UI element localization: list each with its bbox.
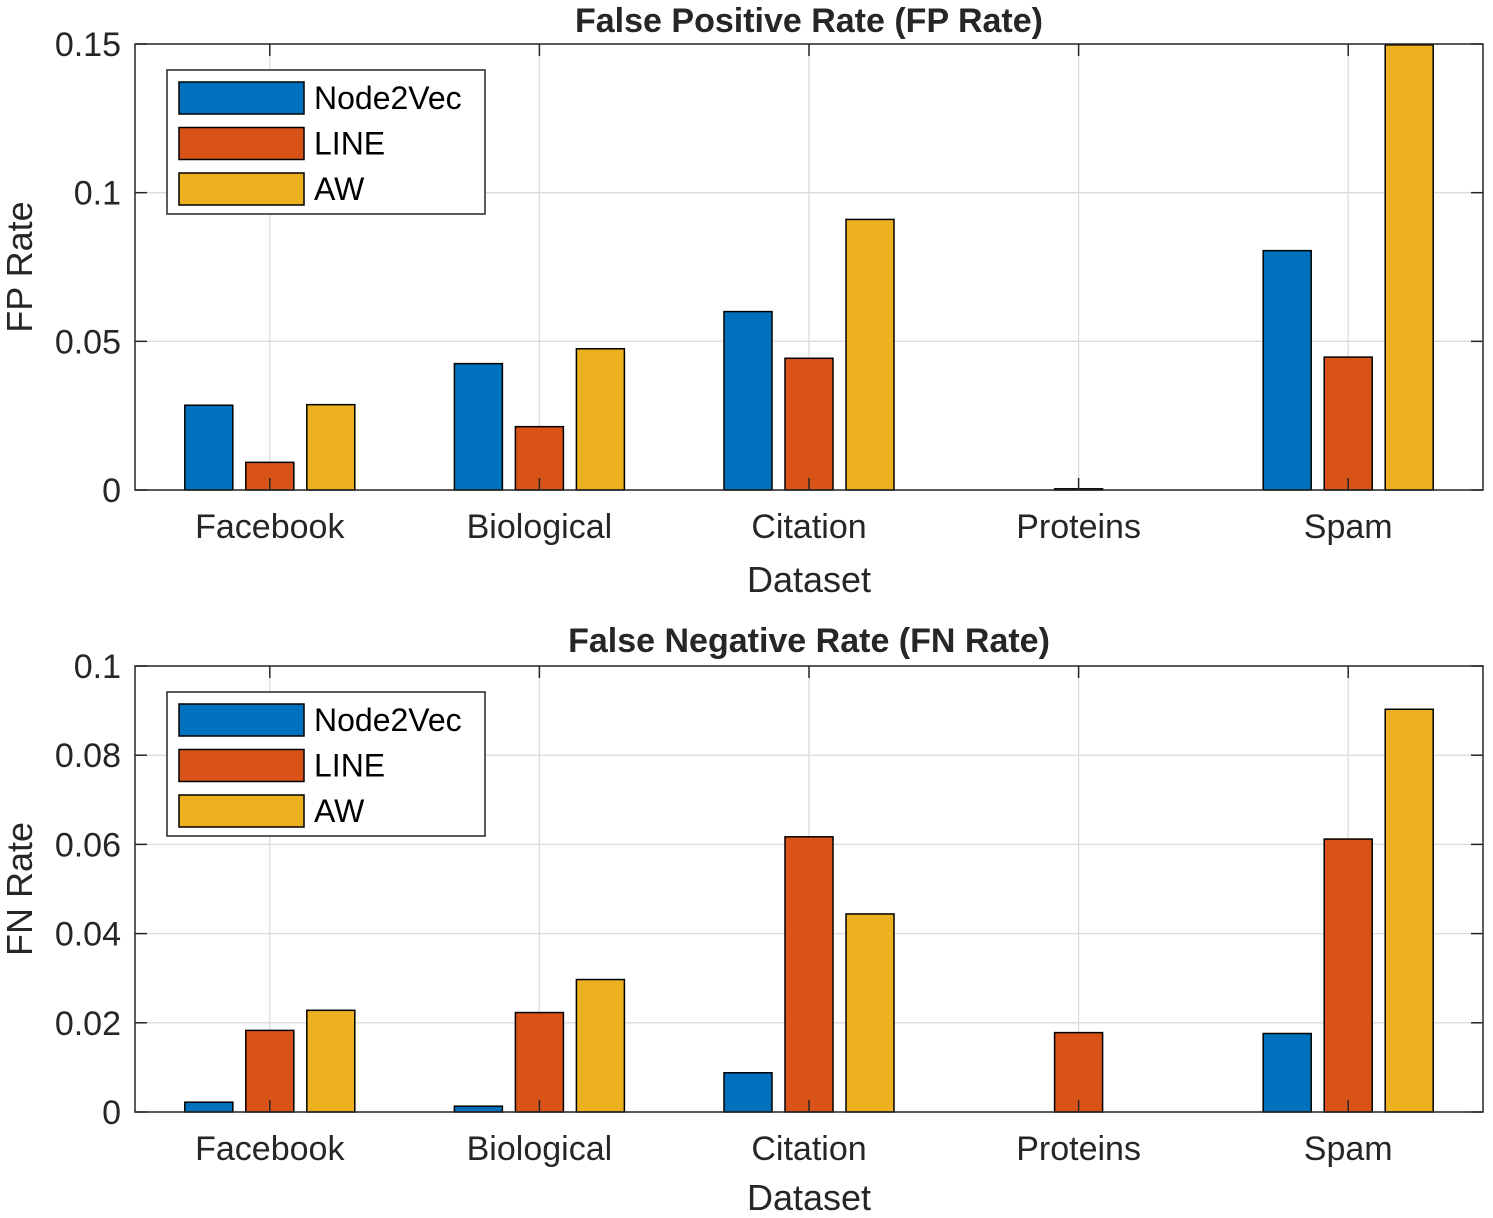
chart-title: False Positive Rate (FP Rate)	[575, 2, 1043, 40]
bar-line-biological	[514, 1011, 565, 1113]
y-tick-label: 0.02	[55, 1005, 121, 1043]
y-axis-label: FN Rate	[0, 822, 40, 956]
legend-label-node2vec: Node2Vec	[314, 702, 462, 738]
fn-rate-chart: 0 0.02 0.04 0.06 0.08 0.1 Facebook Biological Ci…	[0, 622, 1484, 1218]
legend-swatch-line	[178, 748, 305, 783]
y-axis-label: FP Rate	[0, 201, 40, 332]
bar-node2vec-biological	[453, 1105, 504, 1113]
legend-swatch-line	[178, 126, 305, 161]
bar-node2vec-citation	[723, 310, 773, 491]
bar-node2vec-facebook	[184, 404, 234, 491]
bar-node2vec-biological	[453, 362, 504, 491]
x-tick-label: Proteins	[1016, 1130, 1141, 1168]
fp-rate-chart: 0 0.05 0.1 0.15 Facebook Biological Citation Pr…	[0, 2, 1484, 600]
x-tick-label: Facebook	[195, 1130, 345, 1168]
bar-node2vec-spam	[1262, 1032, 1312, 1113]
bar-aw-biological	[575, 348, 626, 491]
bar-aw-facebook	[306, 1009, 356, 1113]
bar-aw-spam	[1384, 708, 1434, 1113]
bar-line-facebook	[245, 1029, 295, 1113]
x-tick-label: Spam	[1304, 1130, 1393, 1168]
legend-label-line: LINE	[314, 126, 385, 162]
legend-swatch-aw	[178, 794, 305, 828]
y-tick-label: 0.06	[55, 826, 121, 864]
x-tick-label: Proteins	[1016, 508, 1141, 546]
chart-title: False Negative Rate (FN Rate)	[568, 622, 1050, 660]
x-tick-label: Biological	[467, 508, 613, 546]
legend-swatch-node2vec	[178, 703, 305, 737]
legend-label-line: LINE	[314, 748, 385, 784]
bar-aw-citation	[845, 218, 895, 491]
bar-aw-biological	[575, 978, 626, 1113]
x-tick-label: Spam	[1304, 508, 1393, 546]
x-tick-label: Citation	[751, 1130, 866, 1168]
x-tick-label: Citation	[751, 508, 866, 546]
bar-line-spam	[1323, 356, 1373, 491]
y-tick-label: 0.15	[55, 26, 121, 64]
bar-aw-citation	[845, 913, 895, 1113]
x-tick-label: Biological	[467, 1130, 613, 1168]
bar-line-citation	[784, 836, 834, 1113]
bar-node2vec-facebook	[184, 1101, 234, 1113]
bar-line-spam	[1323, 838, 1373, 1113]
x-axis-label: Dataset	[747, 1177, 871, 1218]
x-axis-label: Dataset	[747, 559, 871, 600]
legend-label-node2vec: Node2Vec	[314, 80, 462, 116]
bar-aw-facebook	[306, 403, 356, 491]
legend-label-aw: AW	[314, 171, 365, 207]
bar-node2vec-citation	[723, 1072, 773, 1113]
y-tick-label: 0.08	[55, 737, 121, 775]
y-tick-label: 0.1	[74, 648, 121, 686]
bar-node2vec-spam	[1262, 249, 1312, 491]
y-tick-label: 0.04	[55, 916, 121, 954]
y-tick-label: 0	[102, 472, 121, 510]
legend-swatch-aw	[178, 172, 305, 206]
y-tick-label: 0.05	[55, 323, 121, 361]
legend: Node2Vec LINE AW	[166, 691, 486, 837]
y-tick-label: 0	[102, 1094, 121, 1132]
bar-line-citation	[784, 357, 834, 491]
legend: Node2Vec LINE AW	[166, 69, 486, 215]
y-tick-label: 0.1	[74, 175, 121, 213]
legend-swatch-node2vec	[178, 81, 305, 115]
bar-aw-spam	[1384, 44, 1434, 491]
legend-label-aw: AW	[314, 793, 365, 829]
x-tick-label: Facebook	[195, 508, 345, 546]
